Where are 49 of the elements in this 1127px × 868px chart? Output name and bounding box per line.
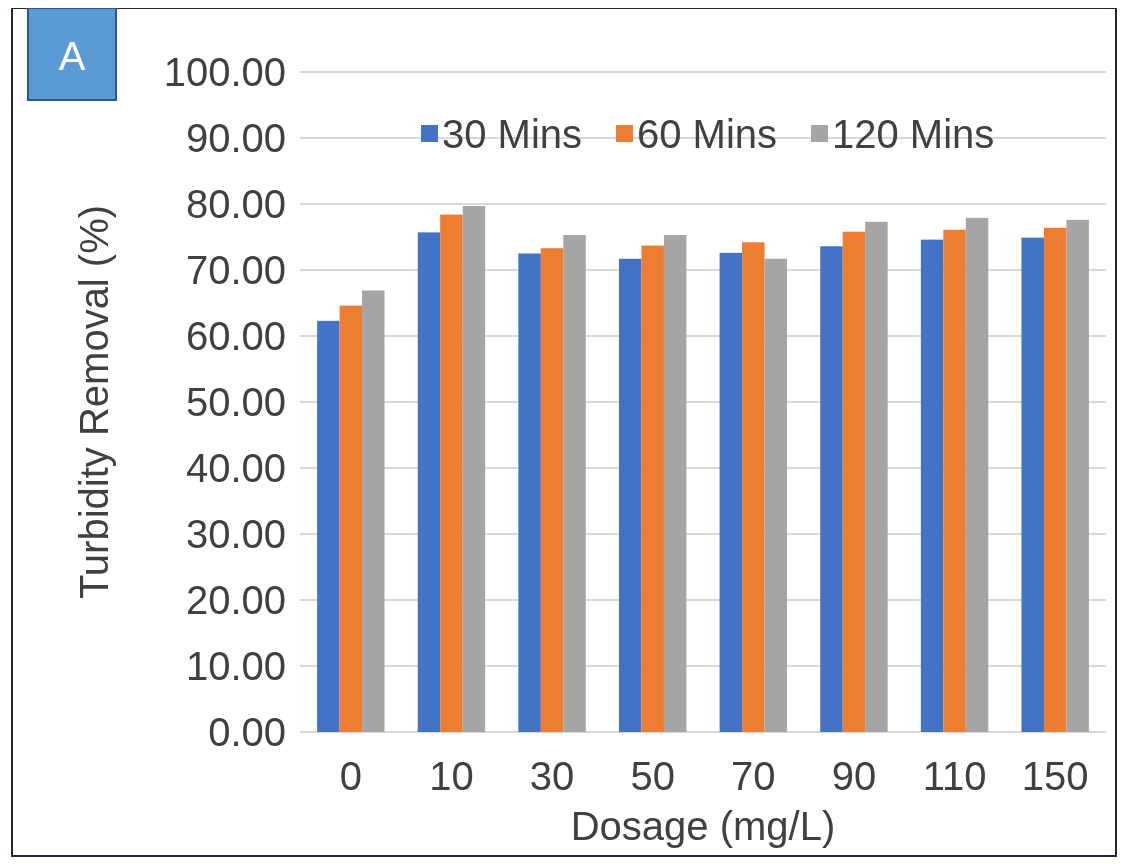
- bar: [842, 231, 866, 732]
- y-tick-label: 20.00: [185, 578, 286, 622]
- bar: [764, 258, 788, 732]
- y-tick-label: 90.00: [185, 116, 286, 160]
- bar: [1066, 219, 1089, 732]
- x-tick-label: 110: [922, 754, 987, 798]
- y-tick-label: 50.00: [185, 380, 286, 424]
- x-tick-label: 0: [339, 754, 362, 798]
- bar: [965, 217, 989, 732]
- bar: [943, 229, 966, 732]
- bar: [719, 252, 743, 732]
- y-tick-label: 10.00: [185, 644, 286, 688]
- legend-label: 30 Mins: [442, 112, 583, 156]
- bar: [540, 248, 564, 732]
- y-tick-label: 40.00: [185, 446, 286, 490]
- y-tick-label: 30.00: [185, 512, 286, 556]
- bar: [618, 258, 642, 732]
- x-tick-label: 70: [731, 754, 776, 798]
- x-tick-label: 50: [630, 754, 675, 798]
- bar: [865, 221, 888, 732]
- bar: [518, 253, 541, 732]
- bar: [317, 320, 340, 732]
- bar: [1043, 227, 1067, 732]
- bar: [417, 232, 441, 732]
- x-tick-label: 30: [529, 754, 575, 798]
- x-axis-title: Dosage (mg/L): [570, 804, 836, 848]
- y-tick-label: 70.00: [185, 248, 286, 292]
- y-tick-label: 100.00: [163, 50, 286, 94]
- legend-label: 120 Mins: [832, 112, 995, 156]
- bar: [742, 242, 765, 732]
- bar: [462, 205, 486, 732]
- bar: [820, 246, 843, 732]
- x-tick-label: 90: [831, 754, 877, 798]
- bar: [641, 245, 664, 732]
- bar: [339, 305, 363, 732]
- y-tick-label: 60.00: [185, 314, 286, 358]
- x-tick-label: 10: [429, 754, 474, 798]
- y-tick-label: 80.00: [185, 182, 286, 226]
- text: A: [58, 34, 86, 78]
- bar: [563, 235, 586, 732]
- y-axis-title: Turbidity Removal (%): [72, 204, 116, 600]
- bar: [362, 290, 385, 732]
- x-tick-label: 150: [1021, 754, 1089, 798]
- bar: [663, 235, 687, 732]
- y-tick-label: 0.00: [208, 710, 286, 754]
- bar: [1021, 237, 1044, 732]
- bar: [440, 214, 463, 732]
- bar: [920, 239, 944, 732]
- legend-label: 60 Mins: [637, 112, 778, 156]
